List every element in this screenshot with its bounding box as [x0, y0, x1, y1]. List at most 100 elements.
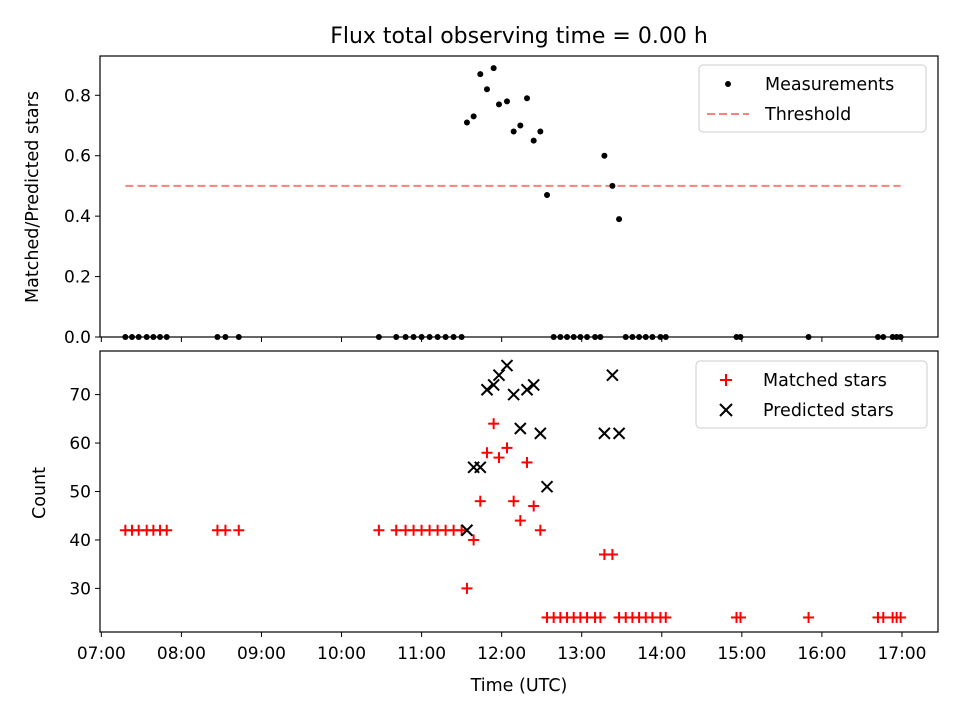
- x-tick-label: 16:00: [797, 644, 846, 664]
- bottom-data-layer: [119, 359, 907, 623]
- top-y-tick-label: 0.4: [64, 207, 91, 227]
- measurement-point: [544, 191, 551, 198]
- bottom-plot-frame: [99, 350, 939, 633]
- measurement-point: [510, 128, 517, 135]
- predicted-star-point: [474, 461, 487, 474]
- matched-star-point: [660, 611, 672, 623]
- measurement-point: [537, 128, 544, 135]
- predicted-star-point: [534, 427, 547, 440]
- matched-star-point: [606, 548, 618, 560]
- x-tick-label: 13:00: [557, 644, 606, 664]
- bottom-y-ticks: 30 40 50 60 70: [69, 386, 100, 599]
- legend-matched-label: Matched stars: [763, 371, 887, 391]
- predicted-star-point: [514, 422, 527, 435]
- legend-predicted-marker: [719, 403, 733, 417]
- predicted-star-point: [612, 427, 626, 440]
- x-tick-label: 14:00: [637, 644, 686, 664]
- top-y-axis-label: Matched/Predicted stars: [23, 91, 43, 303]
- matched-star-point: [493, 452, 505, 464]
- matched-star-point: [468, 534, 480, 546]
- predicted-star-point: [520, 383, 534, 396]
- x-tick-label: 08:00: [157, 644, 206, 664]
- predicted-star-point: [598, 427, 611, 440]
- matched-star-point: [456, 524, 468, 536]
- predicted-star-point: [460, 524, 474, 537]
- legend-matched-marker: [720, 374, 732, 386]
- measurement-point: [503, 98, 510, 105]
- legend-measurements-label: Measurements: [765, 75, 894, 95]
- measurement-point: [530, 137, 537, 144]
- x-tick-label: 12:00: [477, 644, 526, 664]
- x-tick-label: 17:00: [877, 644, 926, 664]
- matched-star-point: [895, 611, 907, 623]
- measurement-point: [601, 152, 608, 159]
- predicted-star-point: [480, 383, 494, 396]
- top-plot-frame: [99, 55, 939, 338]
- matched-star-point: [803, 611, 815, 623]
- predicted-star-point: [500, 359, 514, 372]
- matched-star-point: [219, 524, 231, 536]
- top-legend: Measurements Threshold: [698, 64, 927, 133]
- bottom-y-tick-label: 50: [69, 483, 91, 503]
- matched-star-point: [521, 456, 533, 468]
- measurement-point: [463, 119, 470, 126]
- matched-star-point: [481, 447, 493, 459]
- bottom-x-ticks: 07:00 08:00 09:00 10:00 11:00 12:00 13:00 14:00…: [77, 632, 926, 664]
- predicted-star-point: [606, 369, 619, 382]
- top-legend-frame: [698, 64, 927, 133]
- top-y-tick-label: 0.6: [64, 147, 91, 167]
- measurement-point: [517, 122, 524, 129]
- predicted-star-point: [527, 378, 540, 392]
- matched-star-point: [528, 500, 540, 512]
- bottom-y-axis-label: Count: [30, 467, 50, 519]
- bottom-y-tick-label: 60: [69, 434, 91, 454]
- legend-measurements-marker: [725, 81, 731, 87]
- bottom-y-tick-label: 30: [69, 579, 91, 599]
- bottom-panel: 30 40 50 60 70 07:00 08:00 09:00 10:00 11:00 12:0…: [30, 350, 939, 696]
- matched-star-point: [735, 611, 747, 623]
- matched-star-point: [373, 524, 385, 536]
- legend-threshold-label: Threshold: [764, 105, 851, 125]
- predicted-star-point: [507, 388, 520, 401]
- predicted-star-point: [540, 480, 554, 493]
- matched-star-point: [877, 611, 889, 623]
- bottom-legend-frame: [695, 360, 928, 429]
- measurement-point: [616, 216, 623, 223]
- top-panel: 0.00.20.40.60.8 Matched/Predicted stars …: [23, 55, 939, 348]
- x-tick-label: 11:00: [397, 644, 446, 664]
- x-tick-label: 15:00: [717, 644, 766, 664]
- legend-predicted-label: Predicted stars: [763, 401, 894, 421]
- predicted-star-point: [492, 369, 506, 382]
- measurement-point: [483, 86, 490, 93]
- bottom-y-tick-label: 70: [69, 386, 91, 406]
- matched-star-point: [488, 418, 500, 430]
- x-axis-label: Time (UTC): [470, 676, 568, 696]
- matched-star-point: [501, 442, 513, 454]
- measurement-point: [477, 71, 484, 78]
- top-x-tick-marks: [100, 337, 903, 342]
- matched-star-point: [461, 582, 473, 594]
- measurement-point: [609, 182, 616, 189]
- chart-title: Flux total observing time = 0.00 h: [330, 24, 708, 49]
- measurement-point: [490, 65, 497, 72]
- matched-star-point: [594, 611, 606, 623]
- top-y-tick-label: 0.8: [64, 86, 91, 106]
- matched-star-point: [508, 495, 520, 507]
- measurement-point: [495, 101, 502, 108]
- predicted-star-point: [487, 378, 500, 392]
- matched-star-point: [390, 524, 402, 536]
- x-tick-label: 07:00: [77, 644, 126, 664]
- matched-star-point: [233, 524, 245, 536]
- bottom-y-tick-label: 40: [69, 531, 91, 551]
- matched-star-point: [474, 495, 486, 507]
- x-tick-label: 10:00: [317, 644, 366, 664]
- bottom-legend: Matched stars Predicted stars: [695, 360, 928, 429]
- top-y-tick-label: 0.0: [64, 328, 91, 348]
- matched-star-point: [161, 524, 173, 536]
- matched-star-point: [514, 515, 526, 527]
- measurement-point: [524, 95, 531, 102]
- x-tick-label: 09:00: [237, 644, 286, 664]
- top-y-tick-label: 0.2: [64, 268, 91, 288]
- matched-star-point: [534, 524, 546, 536]
